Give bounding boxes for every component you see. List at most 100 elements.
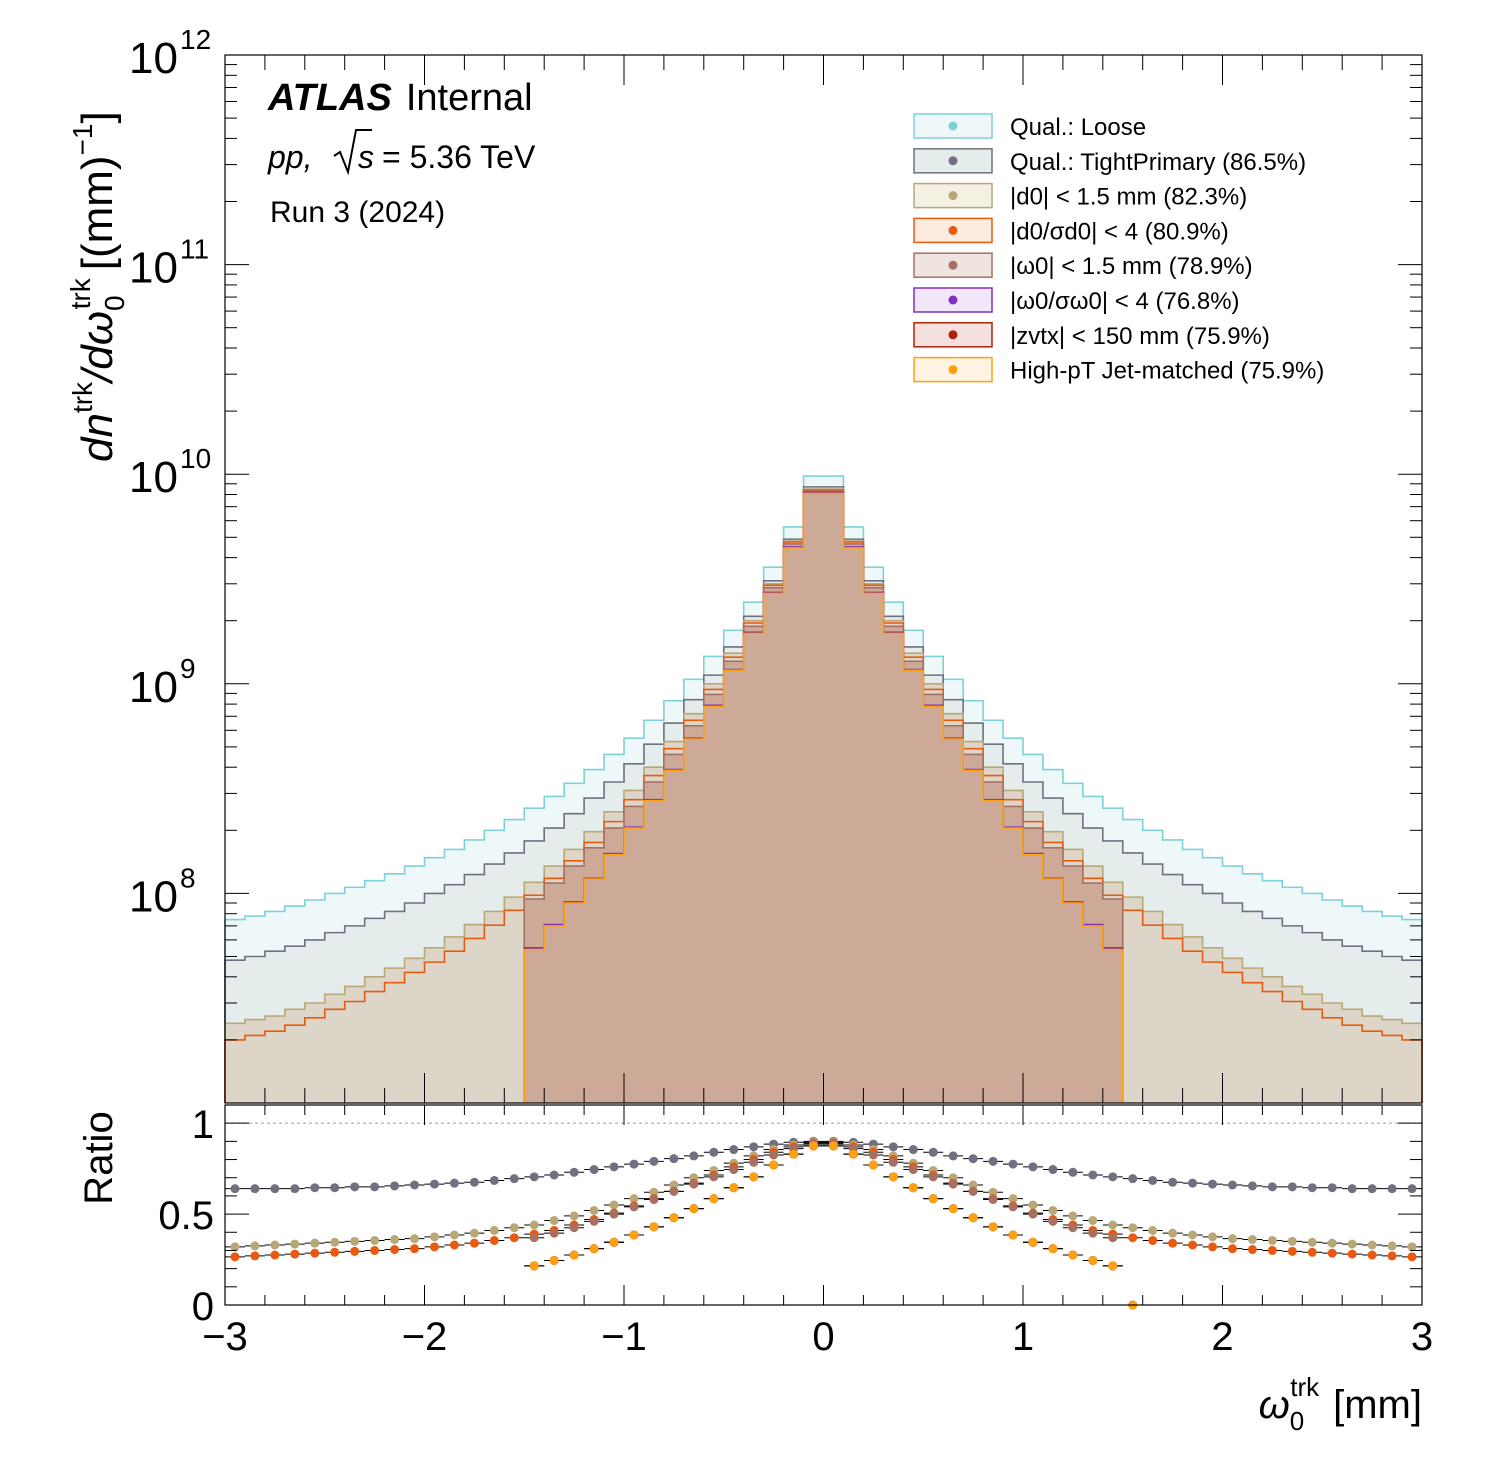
hist-line-series-2-0 bbox=[224, 488, 1423, 1103]
ratio-point-series-0 bbox=[310, 1183, 320, 1193]
ratio-point-series-1 bbox=[968, 1180, 978, 1190]
ratio-point-series-6 bbox=[689, 1204, 699, 1214]
ratio-point-series-1 bbox=[390, 1235, 400, 1245]
ratio-point-series-6 bbox=[1108, 1261, 1118, 1271]
ratio-point-series-0 bbox=[1208, 1179, 1218, 1189]
ratio-point-series-0 bbox=[1407, 1184, 1417, 1194]
ratio-point-series-3 bbox=[888, 1157, 898, 1167]
ratio-point-series-3 bbox=[988, 1195, 998, 1205]
ratio-point-series-3 bbox=[609, 1209, 619, 1219]
ratio-point-series-2 bbox=[1168, 1238, 1178, 1248]
ratio-point-series-3 bbox=[908, 1165, 918, 1175]
ratio-point-series-0 bbox=[1247, 1181, 1257, 1191]
ratio-point-series-2 bbox=[250, 1251, 260, 1261]
ratio-point-series-3 bbox=[749, 1157, 759, 1167]
ratio-point-series-6 bbox=[888, 1172, 898, 1182]
ratio-point-series-1 bbox=[1128, 1223, 1138, 1233]
ratio-point-series-2 bbox=[230, 1252, 240, 1262]
atlas-label: ATLAS Internal bbox=[267, 77, 533, 119]
ratio-point-series-0 bbox=[928, 1147, 938, 1157]
legend: Qual.: Loose Qual.: TightPrimary (86.5%) |… bbox=[913, 113, 1324, 385]
ratio-point-series-2 bbox=[370, 1245, 380, 1255]
ratio-point-series-1 bbox=[1148, 1225, 1158, 1235]
ratio-point-series-6 bbox=[569, 1250, 579, 1260]
svg-text:= 5.36 TeV: = 5.36 TeV bbox=[382, 139, 536, 175]
ratio-x-tick-labels: −3 −2 −1 0 1 2 3 bbox=[202, 1315, 1433, 1359]
x-axis-label: ω0trk [mm] bbox=[1259, 1372, 1422, 1436]
ratio-point-series-0 bbox=[529, 1172, 539, 1182]
ratio-point-series-1 bbox=[449, 1230, 459, 1240]
main-y-tick-label-4: 10 bbox=[129, 34, 178, 83]
ratio-point-series-0 bbox=[1347, 1184, 1357, 1194]
ratio-point-series-2 bbox=[1247, 1245, 1257, 1255]
ratio-point-series-0 bbox=[629, 1159, 639, 1169]
ratio-point-series-2 bbox=[1208, 1242, 1218, 1252]
ratio-point-series-0 bbox=[1128, 1174, 1138, 1184]
ratio-point-series-2 bbox=[489, 1235, 499, 1245]
ratio-point-series-0 bbox=[589, 1165, 599, 1175]
ratio-point-series-0 bbox=[729, 1145, 739, 1155]
ratio-point-series-6 bbox=[729, 1183, 739, 1193]
svg-text:pp,: pp, bbox=[267, 139, 312, 175]
ratio-point-series-2 bbox=[1188, 1240, 1198, 1250]
ratio-point-series-1 bbox=[549, 1215, 559, 1225]
ratio-point-series-2 bbox=[1407, 1252, 1417, 1262]
ratio-point-series-0 bbox=[1168, 1177, 1178, 1187]
ratio-point-series-2 bbox=[1148, 1235, 1158, 1245]
ratio-point-series-2 bbox=[1387, 1251, 1397, 1261]
ratio-point-series-6 bbox=[1008, 1230, 1018, 1240]
ratio-point-series-0 bbox=[1108, 1172, 1118, 1182]
ratio-point-series-0 bbox=[1307, 1183, 1317, 1193]
ratio-point-series-1 bbox=[1088, 1215, 1098, 1225]
ratio-point-series-3 bbox=[569, 1223, 579, 1233]
ratio-point-series-6 bbox=[809, 1141, 819, 1151]
ratio-point-series-6 bbox=[589, 1244, 599, 1254]
ratio-point-series-6 bbox=[1068, 1250, 1078, 1260]
ratio-point-series-3 bbox=[769, 1150, 779, 1160]
ratio-panel: 00.51 −3 −2 −1 0 1 2 3 Ratio ω0trk [mm] bbox=[77, 1103, 1433, 1436]
ratio-point-series-0 bbox=[649, 1156, 659, 1166]
energy-label: pp, s = 5.36 TeV bbox=[267, 129, 536, 176]
ratio-point-series-1 bbox=[1168, 1228, 1178, 1238]
ratio-point-series-2 bbox=[1347, 1249, 1357, 1259]
ratio-point-series-3 bbox=[1088, 1228, 1098, 1238]
main-y-tick-label-1: 10 bbox=[129, 663, 178, 712]
ratio-point-series-0 bbox=[1048, 1165, 1058, 1175]
ratio-point-series-0 bbox=[270, 1184, 280, 1194]
ratio-point-series-3 bbox=[629, 1202, 639, 1212]
ratio-point-series-3 bbox=[1028, 1209, 1038, 1219]
ratio-point-series-6 bbox=[749, 1172, 759, 1182]
ratio-point-series-3 bbox=[549, 1228, 559, 1238]
ratio-point-series-0 bbox=[1148, 1175, 1158, 1185]
ratio-point-series-0 bbox=[888, 1142, 898, 1152]
ratio-point-series-1 bbox=[1108, 1220, 1118, 1230]
hist-line-series-1-0 bbox=[224, 486, 1423, 1103]
ratio-point-series-6 bbox=[988, 1222, 998, 1232]
ratio-point-series-6 bbox=[848, 1149, 858, 1159]
ratio-point-series-0 bbox=[489, 1175, 499, 1185]
main-y-tick-label-0: 10 bbox=[129, 872, 178, 921]
ratio-point-series-0 bbox=[968, 1154, 978, 1164]
main-x-ticks bbox=[224, 55, 1423, 1103]
ratio-point-series-1 bbox=[1247, 1235, 1257, 1245]
ratio-point-series-0 bbox=[350, 1182, 360, 1192]
ratio-point-series-6 bbox=[1048, 1244, 1058, 1254]
ratio-point-series-2 bbox=[1367, 1250, 1377, 1260]
ratio-point-series-2 bbox=[1267, 1245, 1277, 1255]
ratio-point-series-2 bbox=[330, 1247, 340, 1257]
ratio-point-series-2 bbox=[509, 1233, 519, 1243]
ratio-point-series-0 bbox=[569, 1167, 579, 1177]
ratio-point-series-3 bbox=[928, 1172, 938, 1182]
ratio-point-series-3 bbox=[1068, 1223, 1078, 1233]
ratio-point-series-0 bbox=[709, 1147, 719, 1157]
ratio-y-tick-labels: 00.51 bbox=[158, 1103, 214, 1329]
x-tick-label-4: 1 bbox=[1012, 1315, 1034, 1359]
ratio-point-series-0 bbox=[429, 1179, 439, 1189]
ratio-point-series-2 bbox=[410, 1244, 420, 1254]
main-y-tick-label-2: 10 bbox=[129, 453, 178, 502]
main-y-tick-label-3: 10 bbox=[129, 244, 178, 293]
ratio-y-tick-label-1: 0.5 bbox=[158, 1194, 214, 1238]
ratio-point-series-3 bbox=[709, 1172, 719, 1182]
ratio-point-series-3 bbox=[649, 1195, 659, 1205]
